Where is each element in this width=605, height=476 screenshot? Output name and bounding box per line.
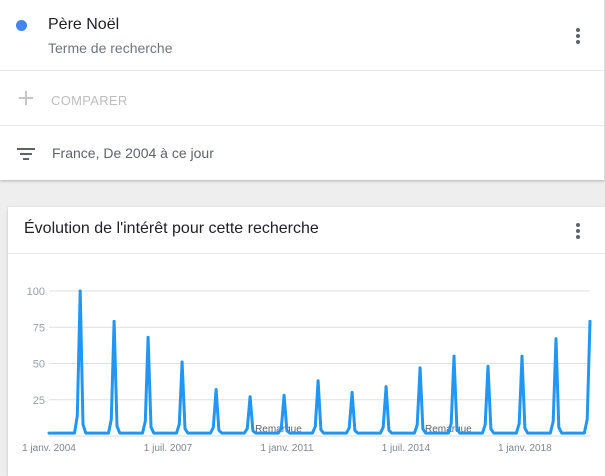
peak-point bbox=[78, 289, 82, 293]
y-tick-label: 25 bbox=[33, 395, 45, 407]
peak-point bbox=[418, 366, 422, 370]
peak-point bbox=[180, 360, 184, 364]
plus-icon[interactable] bbox=[19, 91, 33, 105]
search-term-row[interactable]: Père Noël Terme de recherche bbox=[0, 0, 604, 71]
peak-point bbox=[248, 395, 252, 399]
peak-point bbox=[384, 385, 388, 389]
filter-summary[interactable]: France, De 2004 à ce jour bbox=[52, 145, 214, 161]
y-tick-label: 50 bbox=[33, 359, 45, 371]
x-tick-label: 1 juil. 2014 bbox=[382, 443, 431, 454]
chart-title: Évolution de l'intérêt pour cette recher… bbox=[24, 220, 319, 237]
peak-point bbox=[214, 388, 218, 392]
peak-point bbox=[486, 364, 490, 368]
peak-point bbox=[282, 393, 286, 397]
chart-header: Évolution de l'intérêt pour cette recher… bbox=[8, 207, 605, 254]
x-tick-label: 1 janv. 2011 bbox=[260, 443, 313, 454]
series-color-dot bbox=[16, 20, 27, 31]
remarque-annotation: Remarque bbox=[255, 424, 302, 435]
interest-over-time-card: Évolution de l'intérêt pour cette recher… bbox=[8, 207, 605, 476]
peak-point bbox=[112, 319, 116, 323]
y-tick-label: 75 bbox=[33, 322, 45, 334]
x-tick-label: 1 janv. 2018 bbox=[498, 443, 552, 454]
peak-point bbox=[316, 379, 320, 383]
peak-point bbox=[588, 319, 592, 323]
filter-row[interactable]: France, De 2004 à ce jour bbox=[0, 126, 604, 180]
peak-point bbox=[146, 335, 150, 339]
series-line bbox=[47, 289, 592, 435]
search-term-card: Père Noël Terme de recherche COMPARER Fr… bbox=[0, 0, 605, 180]
compare-button[interactable]: COMPARER bbox=[51, 93, 128, 108]
compare-row[interactable]: COMPARER bbox=[0, 71, 604, 126]
search-term-type: Terme de recherche bbox=[48, 40, 173, 56]
more-vert-icon[interactable] bbox=[568, 26, 588, 46]
x-tick-label: 1 juil. 2007 bbox=[144, 443, 193, 454]
x-tick-label: 1 janv. 2004 bbox=[22, 443, 76, 454]
peak-point bbox=[520, 354, 524, 358]
more-vert-icon[interactable] bbox=[568, 221, 588, 241]
filter-list-icon[interactable] bbox=[17, 147, 35, 161]
peak-point bbox=[554, 337, 558, 341]
y-tick-label: 100 bbox=[27, 286, 45, 298]
search-term-name[interactable]: Père Noël bbox=[48, 16, 120, 33]
peak-point bbox=[350, 391, 354, 394]
peak-point bbox=[452, 354, 456, 358]
interest-line-chart[interactable]: 25 50 75 100 1 janv. 2004 1 juil. 2007 1 janv.… bbox=[8, 207, 605, 476]
